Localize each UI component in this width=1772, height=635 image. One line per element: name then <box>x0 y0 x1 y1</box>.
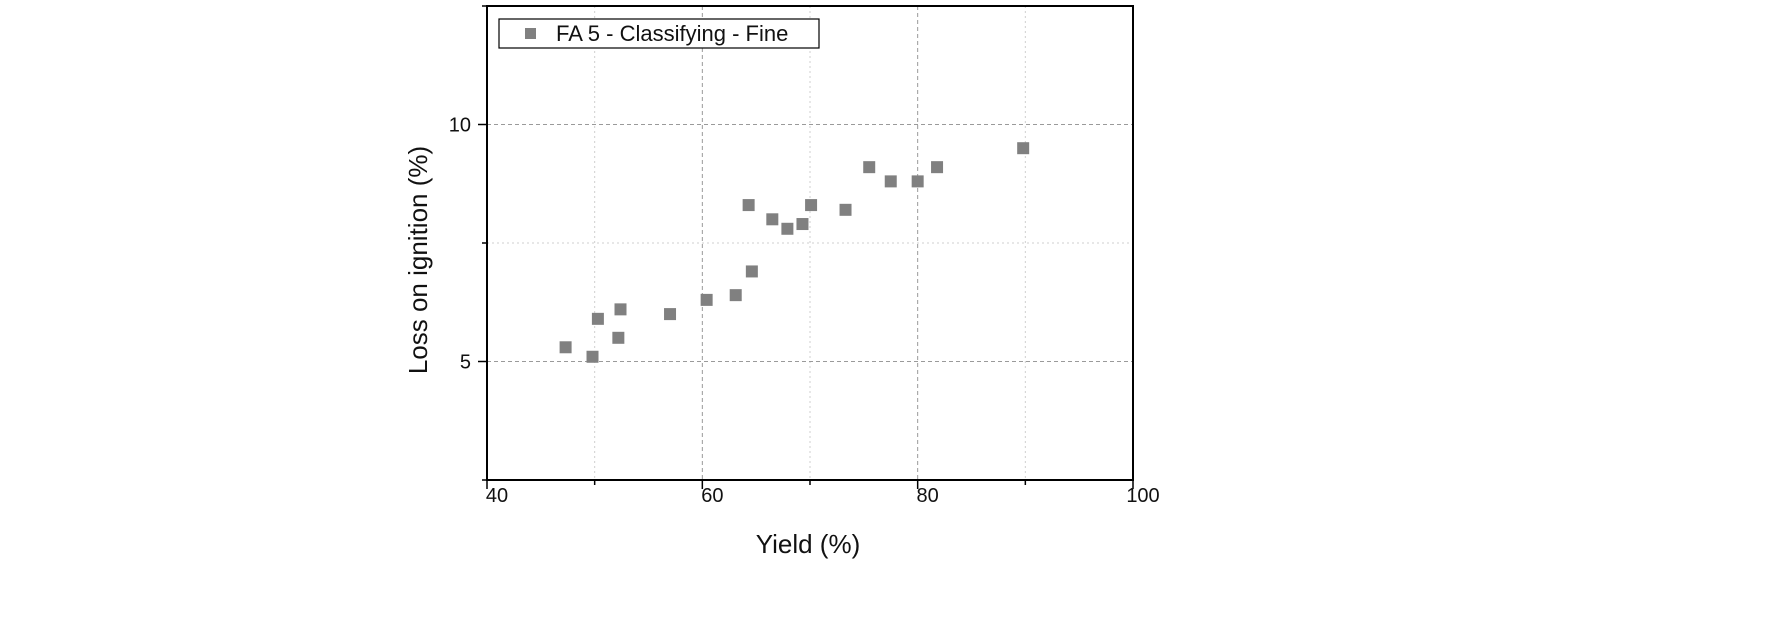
data-point <box>591 312 604 325</box>
legend-label: FA 5 - Classifying - Fine <box>556 21 788 46</box>
data-point <box>796 218 809 231</box>
data-point <box>614 303 627 316</box>
axis-ticks <box>478 5 1134 489</box>
data-point <box>745 265 758 278</box>
grid <box>487 5 1133 481</box>
data-point <box>700 293 713 306</box>
legend-box <box>498 18 820 49</box>
data-point <box>742 199 755 212</box>
plot-frame <box>486 5 1134 481</box>
data-point <box>586 350 599 363</box>
data-points <box>559 142 1030 363</box>
data-point <box>884 175 897 188</box>
data-point <box>559 341 572 354</box>
x-axis-title: Yield (%) <box>756 529 861 559</box>
data-point <box>805 199 818 212</box>
data-point <box>931 161 944 174</box>
x-tick-label: 40 <box>486 485 508 507</box>
data-point <box>729 289 742 302</box>
x-tick-label: 100 <box>1126 485 1159 507</box>
data-point <box>766 213 779 226</box>
y-tick-label: 10 <box>449 115 471 137</box>
data-point <box>612 331 625 344</box>
data-point <box>911 175 924 188</box>
data-point <box>863 161 876 174</box>
y-tick-label: 5 <box>460 352 471 374</box>
data-point <box>781 222 794 235</box>
data-point <box>1017 142 1030 155</box>
legend-marker <box>525 28 536 39</box>
y-axis-title: Loss on ignition (%) <box>403 146 433 374</box>
data-point <box>664 308 677 321</box>
tick-labels: 40 60 80 100 5 10 <box>449 115 1160 508</box>
legend: FA 5 - Classifying - Fine <box>498 18 820 49</box>
x-tick-label: 60 <box>701 485 723 507</box>
x-tick-label: 80 <box>917 485 939 507</box>
data-point <box>839 203 852 216</box>
